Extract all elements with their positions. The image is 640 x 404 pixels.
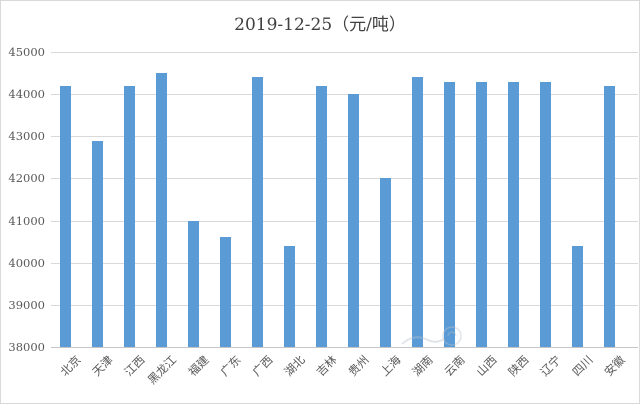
bar-吉林[interactable] (316, 85, 327, 347)
bar-陕西[interactable] (508, 81, 519, 347)
y-gridline (51, 94, 638, 96)
y-axis-tick-label: 44000 (8, 87, 45, 102)
bar-湖北[interactable] (284, 245, 295, 347)
y-gridline (51, 262, 638, 264)
bar-福建[interactable] (188, 220, 199, 347)
y-axis-tick-label: 41000 (8, 213, 45, 228)
bar-天津[interactable] (92, 140, 103, 347)
bar-四川[interactable] (572, 245, 583, 347)
x-axis-label-贵州: 贵州 (344, 352, 372, 379)
y-axis-tick-label: 45000 (8, 45, 45, 59)
y-gridline (51, 304, 638, 306)
bar-贵州[interactable] (348, 94, 359, 347)
y-gridline (51, 178, 638, 180)
chart-title: 2019-12-25（元/吨） (234, 15, 406, 35)
bar-山西[interactable] (476, 81, 487, 347)
bar-云南[interactable] (444, 81, 455, 347)
y-axis-tick-label: 39000 (8, 297, 45, 312)
bar-广东[interactable] (220, 237, 231, 347)
x-axis-line (51, 347, 638, 348)
bar-安徽[interactable] (604, 85, 615, 347)
bar-江西[interactable] (124, 85, 135, 347)
x-axis-label-云南: 云南 (440, 352, 468, 379)
y-gridline (51, 220, 638, 222)
x-axis-label-福建: 福建 (184, 352, 212, 379)
bar-黑龙江[interactable] (156, 73, 167, 347)
x-axis-label-北京: 北京 (56, 352, 84, 379)
x-axis-label-广东: 广东 (216, 352, 244, 379)
y-axis-tick-label: 40000 (8, 255, 45, 270)
x-axis-label-天津: 天津 (88, 352, 116, 379)
y-axis-tick-label: 42000 (8, 171, 45, 186)
x-axis-label-广西: 广西 (248, 352, 276, 379)
bar-广西[interactable] (252, 77, 263, 347)
y-gridline (51, 52, 638, 53)
x-axis-label-湖北: 湖北 (280, 352, 308, 379)
x-axis-label-安徽: 安徽 (600, 352, 628, 379)
x-axis-label-吉林: 吉林 (312, 352, 340, 379)
x-axis-label-黑龙江: 黑龙江 (144, 352, 180, 388)
y-axis-tick-label: 43000 (8, 129, 45, 144)
y-gridline (51, 136, 638, 138)
x-axis-label-湖南: 湖南 (408, 352, 436, 379)
x-axis-label-陕西: 陕西 (504, 352, 532, 379)
bar-北京[interactable] (60, 85, 71, 347)
x-axis-label-辽宁: 辽宁 (536, 352, 564, 379)
x-axis-label-上海: 上海 (376, 352, 404, 379)
x-axis-label-四川: 四川 (568, 352, 596, 379)
bar-湖南[interactable] (412, 77, 423, 347)
bar-上海[interactable] (380, 178, 391, 347)
y-axis-tick-label: 38000 (8, 340, 45, 354)
x-axis-label-山西: 山西 (472, 352, 500, 379)
watermark (401, 326, 462, 346)
bar-辽宁[interactable] (540, 81, 551, 347)
